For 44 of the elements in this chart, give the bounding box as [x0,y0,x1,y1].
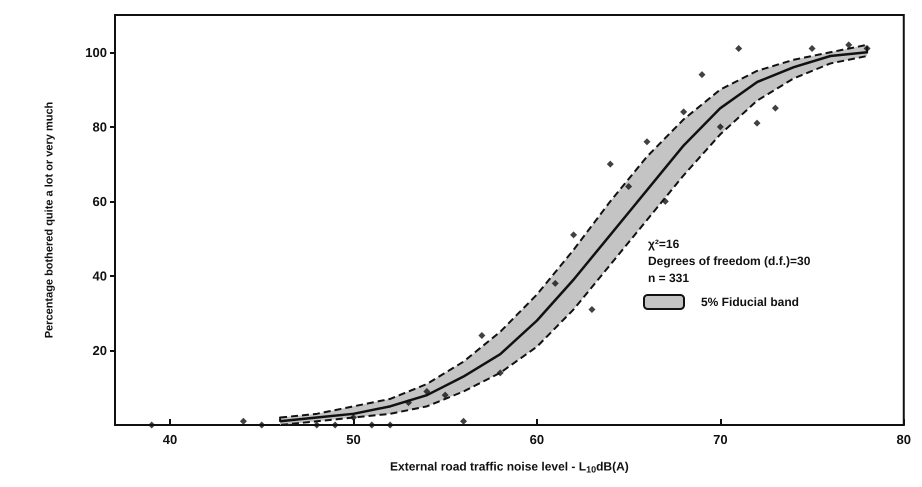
point [332,422,339,428]
point [423,388,430,395]
annotation: Degrees of freedom (d.f.)=30 [648,254,811,268]
x-tick-label: 70 [713,432,728,447]
point [404,399,412,406]
point [588,306,596,313]
point [386,422,394,428]
point [845,41,852,48]
y-tick-label: 80 [92,119,107,134]
point [460,418,468,425]
point [442,392,449,399]
point [570,231,578,238]
point [552,280,559,287]
x-tick-label: 50 [346,432,361,447]
y-tick-label: 20 [92,342,107,358]
y-axis-title: Percentage bothered quite a lot or very much [44,101,56,338]
y-tick-label: 60 [92,194,107,209]
x-tick-label: 40 [162,432,178,447]
point [716,123,724,130]
point [662,198,669,205]
point [478,332,486,340]
text: 5% Fiducial band [701,295,800,309]
y-tick-label: 100 [85,44,107,60]
x-tick-label: 60 [530,432,544,447]
point [643,138,650,146]
annotation: χ²=16 [648,237,680,251]
point [496,369,504,376]
point [754,120,761,127]
point [735,45,742,52]
point [240,418,247,425]
point [625,182,632,190]
point [350,414,357,422]
point [808,45,816,52]
point [772,104,779,112]
point [148,422,156,428]
x-tick-label: 80 [896,432,912,447]
point [680,108,688,116]
point [258,422,266,428]
point [698,71,706,78]
y-tick-label: 40 [92,268,107,284]
point [368,422,376,428]
point [313,422,320,428]
point [606,160,614,168]
annotation: n = 331 [648,271,690,285]
